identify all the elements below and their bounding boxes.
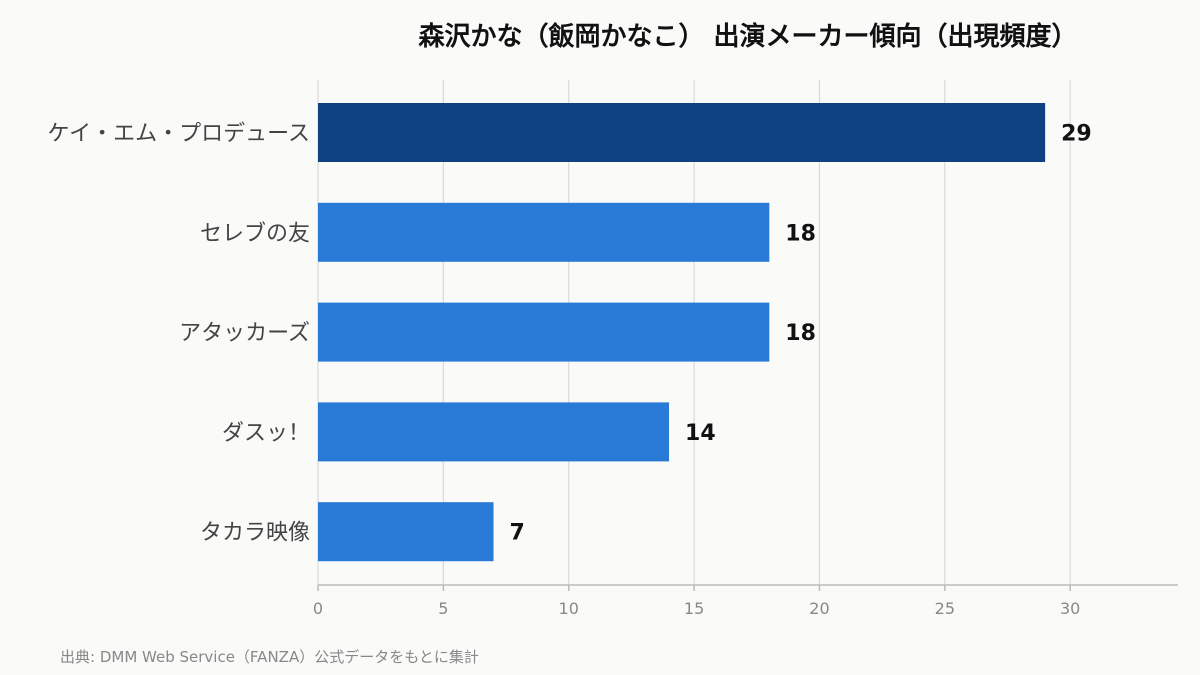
category-label: ダスッ！ xyxy=(222,421,310,446)
x-tick-label: 30 xyxy=(1060,599,1080,618)
category-label: セレブの友 xyxy=(200,221,310,246)
chart-title: 森沢かな（飯岡かなこ） 出演メーカー傾向（出現頻度） xyxy=(418,22,1078,52)
x-tick-label: 5 xyxy=(438,599,448,618)
bar xyxy=(318,502,494,562)
bars xyxy=(318,103,1046,562)
value-label: 29 xyxy=(1061,122,1092,147)
x-tick-label: 10 xyxy=(559,599,579,618)
bar xyxy=(318,402,670,462)
value-label: 7 xyxy=(510,521,525,546)
category-label: ケイ・エム・プロデュース xyxy=(48,122,310,147)
x-tick-label: 20 xyxy=(809,599,829,618)
bar xyxy=(318,202,770,262)
category-label: タカラ映像 xyxy=(200,521,310,546)
x-axis: 0 5 10 15 20 25 30 xyxy=(313,584,1178,618)
value-label: 18 xyxy=(785,321,816,346)
category-label: アタッカーズ xyxy=(179,321,310,346)
x-tick-label: 0 xyxy=(313,599,323,618)
source-note: 出典: DMM Web Service（FANZA）公式データをもとに集計 xyxy=(60,648,479,666)
bar xyxy=(318,302,770,362)
labels: ケイ・エム・プロデュース 29 セレブの友 18 アタッカーズ 18 ダスッ！ 14 タカラ映像… xyxy=(48,122,1092,546)
value-label: 18 xyxy=(785,221,816,246)
x-tick-label: 15 xyxy=(684,599,704,618)
value-label: 14 xyxy=(685,421,716,446)
bar xyxy=(318,103,1046,162)
x-tick-label: 25 xyxy=(935,599,955,618)
